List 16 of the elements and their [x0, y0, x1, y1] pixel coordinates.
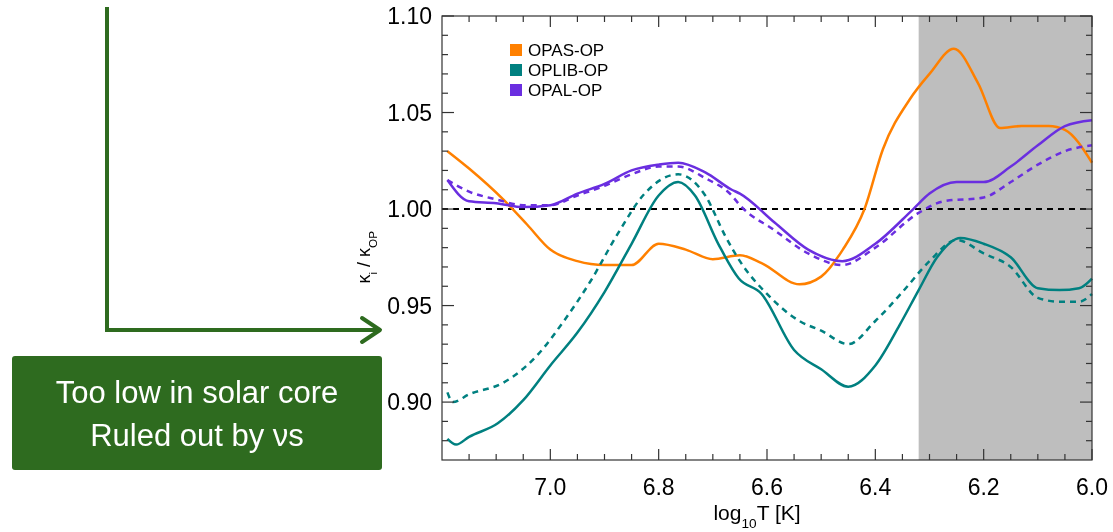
y-tick-label: 1.00	[387, 196, 432, 223]
x-axis-title: log$_{10}$T [K]	[713, 501, 801, 531]
y-tick-label: 1.05	[387, 99, 432, 126]
x-tick-label: 6.6	[751, 474, 783, 500]
x-tick-label: 6.4	[859, 474, 892, 500]
x-tick-label: 6.2	[967, 474, 1000, 500]
y-tick-label: 0.95	[387, 292, 432, 319]
y-tick-label: 0.90	[387, 389, 432, 416]
x-tick-label: 6.0	[1076, 474, 1108, 500]
legend-label: OPAL-OP	[528, 81, 603, 100]
x-tick-label: 6.8	[642, 474, 675, 500]
legend-label: OPAS-OP	[528, 41, 605, 60]
text: Too low in solar core Ruled out by νs	[55, 375, 339, 453]
y-tick-label: 1.10	[387, 3, 432, 29]
legend-label: OPLIB-OP	[528, 61, 609, 80]
x-tick-label: 7.0	[534, 474, 567, 500]
